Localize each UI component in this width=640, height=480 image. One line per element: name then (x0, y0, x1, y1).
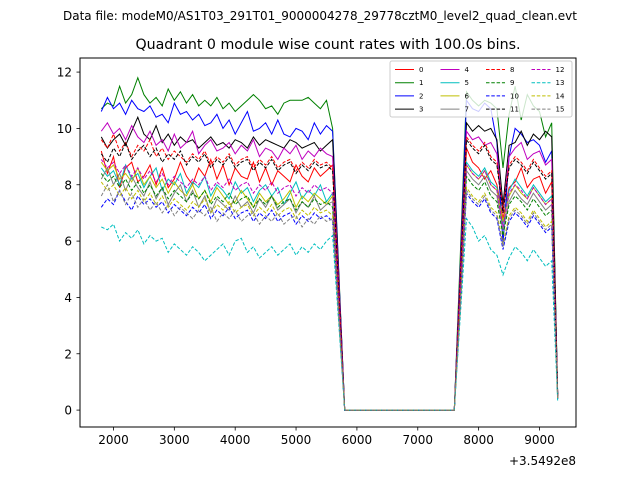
y-tick-label: 0 (64, 404, 72, 418)
y-tick-label: 10 (57, 122, 72, 136)
series-line-8 (100, 132, 559, 411)
x-offset-text: +3.5492e8 (509, 454, 576, 468)
series-line-15 (100, 183, 559, 411)
legend-label-1: 1 (419, 79, 423, 87)
series-line-6 (100, 161, 559, 411)
series-line-1 (100, 76, 559, 411)
series-lines (100, 76, 559, 411)
x-tick-label: 9000 (524, 433, 555, 447)
series-line-4 (100, 121, 559, 411)
legend-label-5: 5 (465, 79, 469, 87)
legend-label-15: 15 (556, 106, 565, 114)
series-line-3 (100, 115, 559, 411)
series-line-14 (100, 181, 559, 411)
series-line-2 (100, 96, 559, 411)
y-tick-label: 6 (64, 235, 72, 249)
legend-label-2: 2 (419, 92, 423, 100)
x-tick-label: 8000 (463, 433, 494, 447)
x-tick-label: 3000 (159, 433, 190, 447)
legend-label-10: 10 (510, 92, 519, 100)
x-tick-label: 2000 (98, 433, 129, 447)
legend-label-13: 13 (556, 79, 565, 87)
series-line-12 (100, 159, 559, 411)
legend-label-7: 7 (465, 106, 469, 114)
plot-area: 2000 3000 4000 5000 6000 7000 8000 900002468101… (57, 57, 577, 468)
legend-label-8: 8 (510, 66, 514, 74)
x-tick-label: 4000 (220, 433, 251, 447)
axes-frame (79, 57, 577, 428)
suptitle: Data file: modeM0/AS1T03_291T01_90000042… (63, 9, 577, 23)
legend-label-6: 6 (465, 92, 470, 100)
legend-label-12: 12 (556, 66, 565, 74)
legend-label-4: 4 (465, 66, 470, 74)
legend-label-0: 0 (419, 66, 423, 74)
legend-label-14: 14 (556, 92, 565, 100)
y-tick-label: 4 (64, 291, 72, 305)
chart-title: Quadrant 0 module wise count rates with … (135, 37, 520, 53)
axis-ticks: 2000 3000 4000 5000 6000 7000 8000 900002468101… (57, 66, 555, 447)
legend-label-11: 11 (510, 106, 519, 114)
x-tick-label: 6000 (342, 433, 373, 447)
y-tick-label: 2 (64, 347, 72, 361)
legend-frame (389, 60, 573, 118)
y-tick-label: 8 (64, 178, 72, 192)
series-line-7 (100, 166, 559, 411)
legend-label-3: 3 (419, 106, 423, 114)
series-line-13 (101, 217, 559, 411)
x-tick-label: 7000 (402, 433, 433, 447)
series-line-10 (100, 189, 559, 411)
series-line-11 (100, 138, 559, 411)
legend-label-9: 9 (510, 79, 514, 87)
x-tick-label: 5000 (281, 433, 312, 447)
series-line-9 (100, 173, 559, 411)
y-tick-label: 12 (57, 66, 72, 80)
series-line-5 (100, 160, 559, 411)
